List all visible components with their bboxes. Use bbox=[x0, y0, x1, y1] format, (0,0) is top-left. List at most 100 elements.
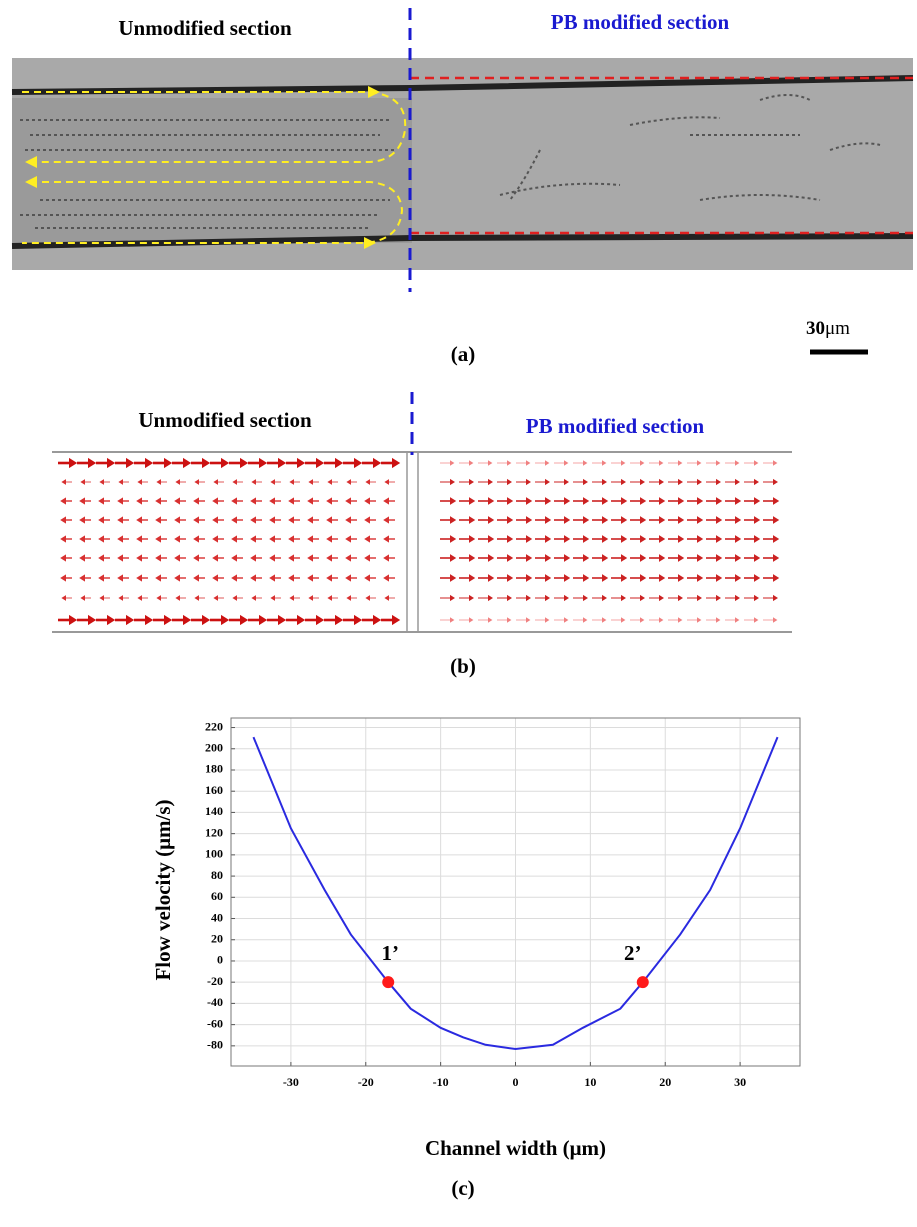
vector-head bbox=[488, 594, 493, 602]
vector-head bbox=[583, 478, 588, 486]
vector-head bbox=[231, 497, 237, 505]
vector-head bbox=[174, 516, 180, 524]
vector-head bbox=[602, 516, 609, 524]
vector-head bbox=[583, 617, 588, 623]
vector-head bbox=[602, 617, 607, 623]
vector-head bbox=[326, 516, 332, 524]
vector-head bbox=[621, 460, 626, 466]
y-tick-label: -40 bbox=[207, 995, 223, 1009]
vector-head bbox=[716, 617, 721, 623]
vector-head bbox=[60, 574, 66, 582]
vector-head bbox=[545, 516, 552, 524]
vector-head bbox=[137, 595, 142, 601]
vector-head bbox=[735, 617, 740, 623]
vector-head bbox=[251, 595, 256, 601]
vector-head bbox=[79, 554, 85, 562]
vector-head bbox=[259, 614, 268, 626]
y-tick-label: 200 bbox=[205, 741, 223, 755]
vector-head bbox=[773, 497, 780, 505]
y-tick-label: 160 bbox=[205, 783, 223, 797]
vector-head bbox=[488, 617, 493, 623]
vector-head bbox=[621, 574, 628, 582]
vector-head bbox=[697, 554, 704, 562]
vector-head bbox=[297, 457, 306, 469]
vector-head bbox=[526, 460, 531, 466]
vector-head bbox=[450, 535, 457, 543]
vector-head bbox=[288, 554, 294, 562]
vector-head bbox=[564, 574, 571, 582]
vector-head bbox=[60, 554, 66, 562]
vector-head bbox=[79, 535, 85, 543]
vector-head bbox=[716, 574, 723, 582]
vector-head bbox=[155, 535, 161, 543]
vector-head bbox=[383, 554, 389, 562]
vector-head bbox=[716, 497, 723, 505]
vector-head bbox=[136, 497, 142, 505]
plot-frame bbox=[230, 717, 801, 1067]
left-label: Unmodified section bbox=[118, 16, 292, 40]
vector-head bbox=[754, 554, 761, 562]
vector-head bbox=[79, 574, 85, 582]
vector-head bbox=[392, 457, 401, 469]
vector-head bbox=[773, 594, 778, 602]
vector-head bbox=[118, 595, 123, 601]
vector-head bbox=[754, 516, 761, 524]
vector-head bbox=[354, 614, 363, 626]
vector-head bbox=[716, 516, 723, 524]
vector-head bbox=[231, 574, 237, 582]
vector-head bbox=[117, 516, 123, 524]
vector-head bbox=[659, 497, 666, 505]
vector-head bbox=[678, 460, 683, 466]
x-tick-label: 30 bbox=[734, 1075, 746, 1089]
vector-head bbox=[288, 497, 294, 505]
vector-head bbox=[270, 479, 275, 485]
vector-head bbox=[384, 479, 389, 485]
vector-head bbox=[697, 460, 702, 466]
vector-head bbox=[364, 535, 370, 543]
vector-head bbox=[145, 457, 154, 469]
vector-head bbox=[602, 594, 607, 602]
vector-head bbox=[88, 457, 97, 469]
vector-head bbox=[659, 460, 664, 466]
vector-head bbox=[773, 535, 780, 543]
vector-head bbox=[145, 614, 154, 626]
vector-head bbox=[735, 594, 740, 602]
vector-head bbox=[60, 497, 66, 505]
vector-head bbox=[213, 479, 218, 485]
vector-head bbox=[155, 554, 161, 562]
vector-head bbox=[773, 478, 778, 486]
vector-head bbox=[156, 595, 161, 601]
left-label: Unmodified section bbox=[138, 408, 312, 432]
vector-head bbox=[678, 574, 685, 582]
vector-head bbox=[773, 554, 780, 562]
y-tick-label: 180 bbox=[205, 762, 223, 776]
vector-head bbox=[288, 516, 294, 524]
vector-head bbox=[526, 594, 531, 602]
vector-head bbox=[231, 535, 237, 543]
channel-wall bbox=[11, 75, 914, 95]
vector-head bbox=[678, 617, 683, 623]
vector-head bbox=[450, 497, 457, 505]
vector-head bbox=[175, 479, 180, 485]
vector-head bbox=[450, 478, 455, 486]
vector-head bbox=[126, 457, 135, 469]
vector-head bbox=[450, 554, 457, 562]
vector-head bbox=[545, 554, 552, 562]
vector-head bbox=[183, 457, 192, 469]
vector-head bbox=[250, 554, 256, 562]
vector-head bbox=[640, 594, 645, 602]
vector-head bbox=[754, 594, 759, 602]
vector-head bbox=[507, 497, 514, 505]
vector-head bbox=[735, 554, 742, 562]
vector-head bbox=[735, 497, 742, 505]
vector-head bbox=[469, 478, 474, 486]
vector-head bbox=[194, 479, 199, 485]
vector-head bbox=[232, 479, 237, 485]
vector-head bbox=[602, 497, 609, 505]
vector-head bbox=[269, 535, 275, 543]
vector-head bbox=[212, 535, 218, 543]
vector-head bbox=[250, 574, 256, 582]
vector-head bbox=[364, 497, 370, 505]
point-label: 1’ bbox=[381, 941, 399, 965]
